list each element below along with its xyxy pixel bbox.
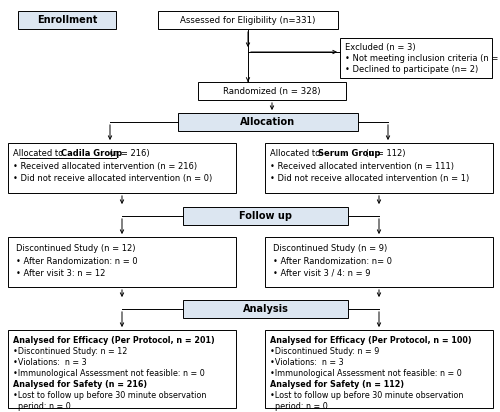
Text: • After Randomization: n = 0: • After Randomization: n = 0 (16, 257, 138, 266)
Bar (183, 207, 348, 225)
Text: •Discontinued Study: n = 9: •Discontinued Study: n = 9 (270, 347, 380, 356)
Text: Assessed for Eligibility (n=331): Assessed for Eligibility (n=331) (180, 16, 316, 24)
Bar (8, 143, 236, 193)
Bar (198, 82, 346, 100)
Text: period: n = 0: period: n = 0 (270, 402, 328, 411)
Text: •Violations:  n = 3: •Violations: n = 3 (270, 358, 344, 367)
Bar (183, 300, 348, 318)
Text: period: n = 0: period: n = 0 (13, 402, 71, 411)
Text: Discontinued Study (n = 9): Discontinued Study (n = 9) (273, 244, 387, 253)
Text: •Violations:  n = 3: •Violations: n = 3 (13, 358, 86, 367)
Text: • Not meeting inclusion criteria (n = 1): • Not meeting inclusion criteria (n = 1) (345, 54, 500, 63)
Text: •Lost to follow up before 30 minute observation: •Lost to follow up before 30 minute obse… (270, 391, 464, 400)
Text: • After visit 3: n = 12: • After visit 3: n = 12 (16, 269, 106, 278)
Bar (8, 330, 236, 408)
Text: •Discontinued Study: n = 12: •Discontinued Study: n = 12 (13, 347, 128, 356)
Text: • Did not receive allocated intervention (n = 1): • Did not receive allocated intervention… (270, 174, 469, 183)
Text: • After Randomization: n= 0: • After Randomization: n= 0 (273, 257, 392, 266)
Bar (265, 330, 493, 408)
Text: • Received allocated intervention (n = 111): • Received allocated intervention (n = 1… (270, 162, 454, 171)
Bar (178, 113, 358, 131)
Text: Allocated to: Allocated to (13, 149, 66, 158)
Text: •Immunological Assessment not feasible: n = 0: •Immunological Assessment not feasible: … (270, 369, 462, 378)
Text: (n = 112): (n = 112) (363, 149, 406, 158)
Text: Analysed for Efficacy (Per Protocol, n = 100): Analysed for Efficacy (Per Protocol, n =… (270, 336, 471, 345)
Bar (8, 237, 236, 287)
Text: • After visit 3 / 4: n = 9: • After visit 3 / 4: n = 9 (273, 269, 370, 278)
Text: Enrollment: Enrollment (37, 15, 97, 25)
Text: Allocated to: Allocated to (270, 149, 323, 158)
Text: •Immunological Assessment not feasible: n = 0: •Immunological Assessment not feasible: … (13, 369, 205, 378)
Bar (265, 237, 493, 287)
Text: Follow up: Follow up (239, 211, 292, 221)
Text: (n = 216): (n = 216) (107, 149, 150, 158)
Bar (340, 38, 492, 78)
Text: Serum Group: Serum Group (318, 149, 380, 158)
Text: •Lost to follow up before 30 minute observation: •Lost to follow up before 30 minute obse… (13, 391, 206, 400)
Bar (18, 11, 116, 29)
Text: Analysed for Safety (n = 112): Analysed for Safety (n = 112) (270, 380, 404, 389)
Text: Analysis: Analysis (242, 304, 288, 314)
Text: Discontinued Study (n = 12): Discontinued Study (n = 12) (16, 244, 136, 253)
Text: Randomized (n = 328): Randomized (n = 328) (223, 87, 321, 96)
Text: Cadila Group: Cadila Group (61, 149, 122, 158)
Bar (265, 143, 493, 193)
Text: • Did not receive allocated intervention (n = 0): • Did not receive allocated intervention… (13, 174, 212, 183)
Text: Analysed for Efficacy (Per Protocol, n = 201): Analysed for Efficacy (Per Protocol, n =… (13, 336, 215, 345)
Text: • Received allocated intervention (n = 216): • Received allocated intervention (n = 2… (13, 162, 197, 171)
Text: Analysed for Safety (n = 216): Analysed for Safety (n = 216) (13, 380, 147, 389)
Bar (158, 11, 338, 29)
Text: Excluded (n = 3): Excluded (n = 3) (345, 43, 416, 52)
Text: • Declined to participate (n= 2): • Declined to participate (n= 2) (345, 65, 478, 74)
Text: Allocation: Allocation (240, 117, 296, 127)
